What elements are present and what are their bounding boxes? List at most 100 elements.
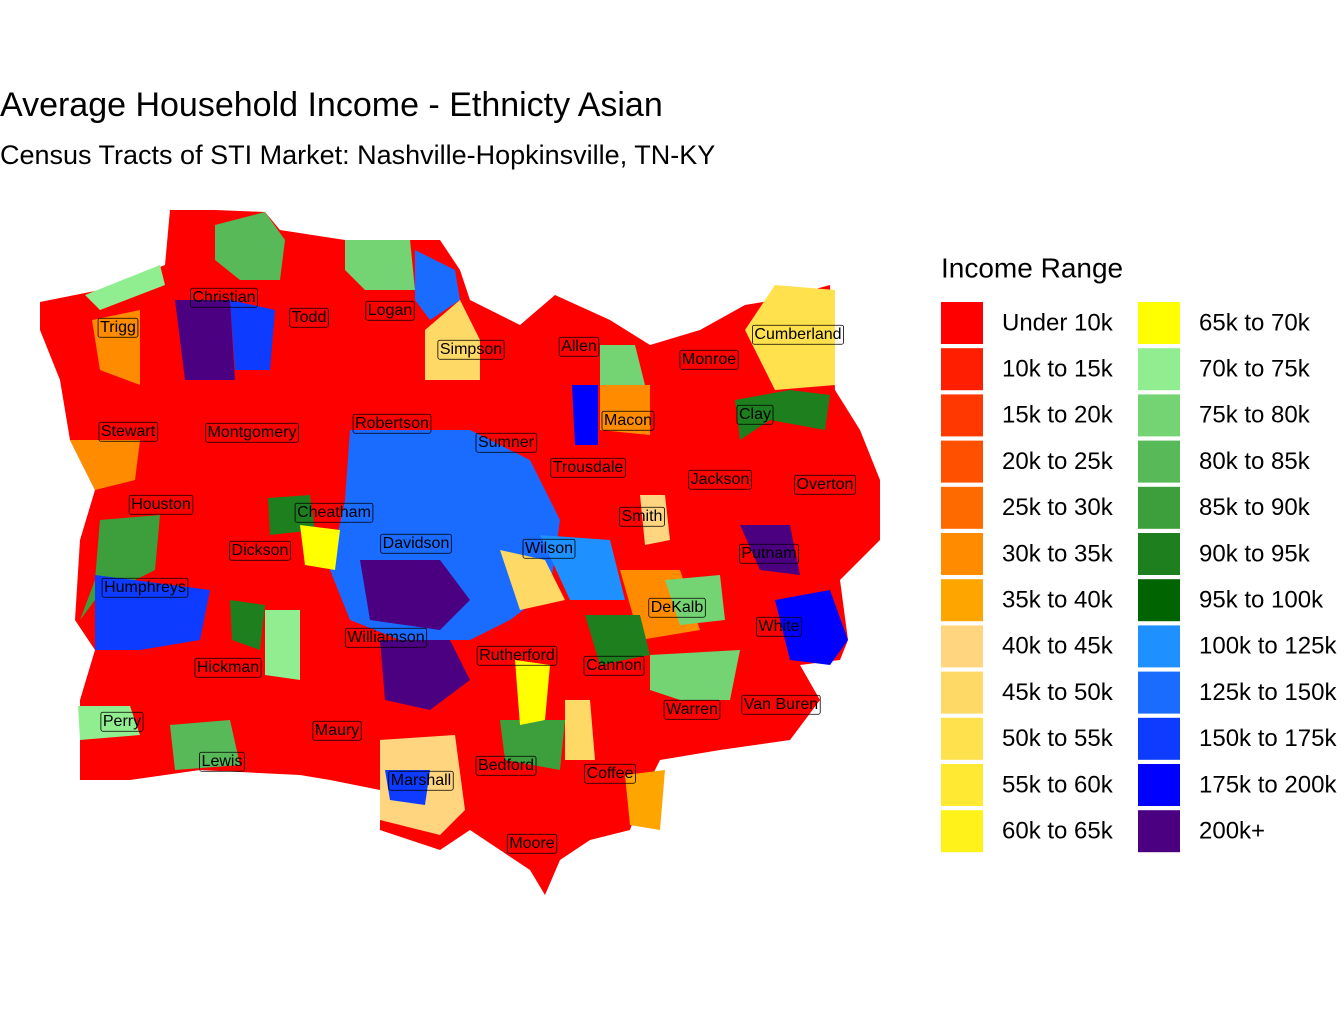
legend-swatch — [1138, 717, 1180, 760]
legend-swatch — [941, 440, 983, 483]
tract — [345, 240, 415, 290]
county-label-box — [294, 502, 374, 523]
county-label: Putnam — [741, 545, 796, 562]
county-label: Dickson — [232, 542, 289, 559]
legend-label: 85k to 90k — [1199, 494, 1311, 521]
legend-swatch — [941, 533, 983, 575]
legend-swatch — [1138, 579, 1180, 622]
legend-label: 20k to 25k — [1002, 448, 1114, 475]
legend-swatch — [1138, 486, 1180, 529]
county-label-box — [205, 422, 299, 443]
tract — [92, 310, 140, 385]
county-label-box — [365, 300, 415, 321]
legend-swatch — [1138, 394, 1180, 437]
county-label-box — [550, 457, 626, 478]
legend-label: 95k to 100k — [1199, 587, 1324, 614]
county-label: Sumner — [478, 434, 535, 451]
legend-swatch — [941, 486, 983, 529]
legend-label: 75k to 80k — [1199, 402, 1311, 429]
legend-swatch — [941, 579, 983, 622]
legend-label: 10k to 15k — [1002, 356, 1114, 383]
tract — [70, 440, 140, 490]
county-label: Maury — [315, 722, 359, 739]
legend-label: 70k to 75k — [1199, 356, 1311, 383]
tract — [380, 640, 470, 710]
legend-label: 80k to 85k — [1199, 448, 1311, 475]
county-label-box — [741, 694, 821, 715]
tract — [735, 390, 830, 440]
county-label-box — [388, 770, 454, 791]
county-label: Humphreys — [104, 579, 186, 596]
county-label-box — [688, 469, 752, 490]
county-label-box — [736, 404, 774, 425]
county-label: Williamson — [347, 629, 424, 646]
tract — [740, 525, 800, 575]
legend-title: Income Range — [941, 252, 1123, 283]
legend-label: 200k+ — [1199, 818, 1265, 845]
county-label-box — [648, 597, 706, 618]
county-label-box — [194, 657, 262, 678]
county-label-box — [583, 655, 645, 676]
tract — [745, 285, 835, 390]
legend-label: 90k to 95k — [1199, 540, 1311, 567]
county-label-box — [558, 336, 600, 357]
county-label: Cumberland — [754, 326, 841, 343]
legend-label: 45k to 50k — [1002, 679, 1114, 706]
tract — [215, 212, 285, 280]
legend-label: 30k to 35k — [1002, 540, 1114, 567]
county-label: Robertson — [355, 415, 429, 432]
county-label: Overton — [797, 476, 854, 493]
county-label-box — [679, 349, 739, 370]
legend-swatch — [941, 394, 983, 437]
tract — [500, 720, 565, 770]
legend-label: 25k to 30k — [1002, 494, 1114, 521]
tract — [540, 535, 625, 600]
county-label-box — [97, 317, 139, 338]
county-label-box — [475, 755, 537, 776]
legend-swatch — [1138, 533, 1180, 575]
tract — [415, 250, 460, 320]
county-label-box — [312, 720, 362, 741]
county-label: Hickman — [197, 659, 259, 676]
county-label-box — [506, 833, 558, 854]
county-label: Logan — [368, 302, 413, 319]
county-label-box — [352, 413, 432, 434]
legend-label: 175k to 200k — [1199, 771, 1337, 798]
county-label-box — [229, 540, 291, 561]
legend-swatch — [941, 302, 983, 344]
county-label: Perry — [103, 713, 141, 730]
county-label: Montgomery — [208, 424, 297, 441]
tract — [265, 610, 300, 680]
county-label: Wilson — [525, 540, 573, 557]
county-label: Coffee — [587, 765, 634, 782]
county-label-box — [380, 533, 452, 554]
county-label: Clay — [739, 406, 771, 423]
county-label: Smith — [622, 508, 663, 525]
tract — [565, 700, 595, 760]
county-label: Christian — [192, 289, 255, 306]
county-label-box — [752, 324, 844, 345]
county-label-box — [101, 577, 189, 598]
tract — [775, 590, 848, 665]
county-label-box — [739, 543, 799, 564]
county-label-box — [619, 506, 665, 527]
county-label: Allen — [561, 338, 597, 355]
county-label: Houston — [131, 496, 191, 513]
map — [40, 210, 880, 895]
tract — [585, 615, 650, 665]
county-label: Monroe — [682, 351, 736, 368]
legend-label: 65k to 70k — [1199, 309, 1311, 336]
county-label-box — [437, 339, 505, 360]
legend-swatch — [941, 717, 983, 760]
tract — [170, 720, 240, 770]
subtitle: Census Tracts of STI Market: Nashville-H… — [0, 140, 715, 170]
legend-label: 50k to 55k — [1002, 725, 1114, 752]
legend-label: 55k to 60k — [1002, 771, 1114, 798]
county-label-box — [344, 627, 428, 648]
legend-swatch — [941, 810, 983, 853]
legend-label: 150k to 175k — [1199, 725, 1337, 752]
legend-label: 35k to 40k — [1002, 587, 1114, 614]
tract — [230, 300, 275, 370]
title: Average Household Income - Ethnicty Asia… — [0, 86, 663, 124]
legend-label: 100k to 125k — [1199, 633, 1337, 660]
